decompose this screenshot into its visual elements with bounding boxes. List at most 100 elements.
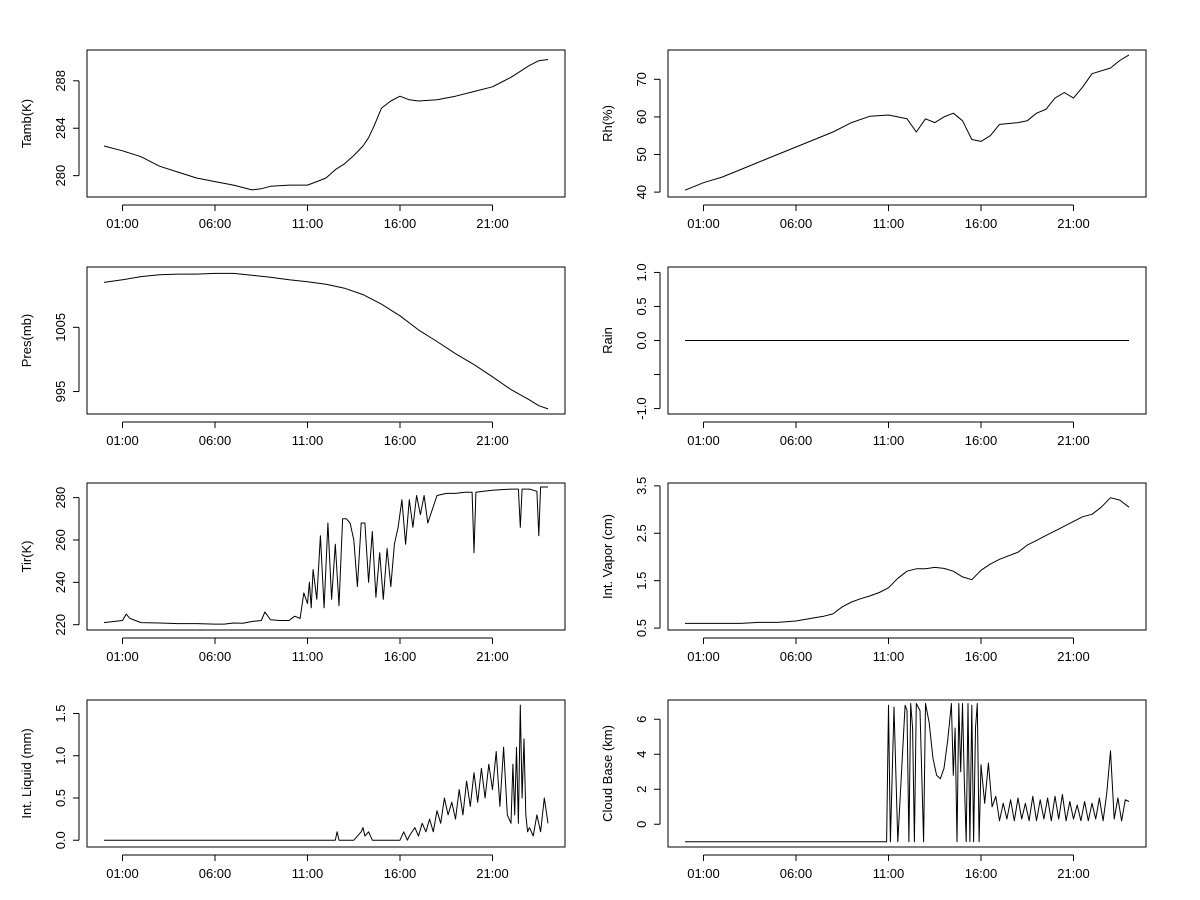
y-tick-label: 280: [53, 165, 68, 187]
plot-frame: [667, 699, 1147, 848]
series-line-vapor: [685, 497, 1130, 624]
y-tick-label: 1.0: [634, 263, 649, 281]
y-tick-label: 0: [634, 821, 649, 828]
panel-tir-k: 01:00 06:00 11:00 16:00 21:00 220 240 260 280 Tir…: [19, 482, 566, 664]
x-tick-label: 11:00: [873, 649, 905, 664]
plot-frame: [86, 49, 566, 198]
panel-rain: 01:00 06:00 11:00 16:00 21:00 -1.0 0.0 0.5 1.0 Ra…: [600, 263, 1147, 448]
y-axis-title: Rain: [600, 327, 615, 354]
series-line-cloudbase: [685, 703, 1130, 843]
x-tick-label: 21:00: [476, 649, 509, 664]
x-tick-label: 21:00: [1057, 866, 1090, 881]
x-tick-label: 06:00: [780, 216, 813, 231]
panel-pres-mb: 01:00 06:00 11:00 16:00 21:00 995 1005 Pres(mb): [19, 266, 566, 448]
y-tick-label: 220: [53, 614, 68, 636]
x-tick-label: 21:00: [1057, 649, 1090, 664]
y-tick-label: 1.5: [634, 572, 649, 590]
y-tick-label: 1.5: [53, 704, 68, 722]
y-axis-title: Cloud Base (km): [600, 725, 615, 822]
x-tick-label: 16:00: [965, 866, 998, 881]
plot-frame: [86, 266, 566, 415]
x-tick-label: 11:00: [292, 216, 324, 231]
x-tick-label: 06:00: [780, 649, 813, 664]
x-tick-label: 11:00: [873, 216, 905, 231]
x-tick-label: 16:00: [965, 216, 998, 231]
y-tick-label: 0.0: [634, 331, 649, 349]
x-tick-label: 01:00: [687, 866, 720, 881]
y-tick-label: 1.0: [53, 747, 68, 765]
plot-frame: [667, 49, 1147, 198]
x-tick-label: 11:00: [873, 433, 905, 448]
y-tick-label: 284: [53, 117, 68, 139]
x-tick-label: 01:00: [687, 649, 720, 664]
y-tick-label: 995: [53, 381, 68, 403]
y-tick-label: 6: [634, 716, 649, 723]
plot-frame: [667, 482, 1147, 631]
y-tick-label: 260: [53, 529, 68, 551]
x-tick-label: 06:00: [199, 216, 232, 231]
x-tick-label: 06:00: [199, 649, 232, 664]
x-tick-label: 06:00: [199, 866, 232, 881]
y-tick-label: 0.5: [53, 789, 68, 807]
x-tick-label: 21:00: [476, 866, 509, 881]
x-tick-label: 06:00: [780, 433, 813, 448]
y-tick-label: 70: [634, 72, 649, 86]
y-axis-title: Tamb(K): [19, 99, 34, 148]
x-tick-label: 01:00: [106, 866, 139, 881]
series-line-pres: [103, 272, 549, 410]
plot-frame: [667, 266, 1147, 415]
panel-int-vapor-cm: 01:00 06:00 11:00 16:00 21:00 0.5 1.5 2.5 3.5 Int…: [600, 477, 1147, 664]
y-axis-title: Int. Vapor (cm): [600, 514, 615, 599]
x-tick-label: 06:00: [199, 433, 232, 448]
x-tick-label: 01:00: [106, 433, 139, 448]
x-tick-label: 01:00: [106, 216, 139, 231]
x-tick-label: 16:00: [384, 433, 417, 448]
panel-tamb-k: 01:00 06:00 11:00 16:00 21:00 280 284 288 Tamb(K…: [19, 49, 566, 231]
x-tick-label: 11:00: [292, 649, 324, 664]
x-tick-label: 01:00: [106, 649, 139, 664]
x-tick-label: 16:00: [384, 649, 417, 664]
y-tick-label: 3.5: [634, 477, 649, 495]
x-tick-label: 01:00: [687, 433, 720, 448]
x-tick-label: 21:00: [1057, 433, 1090, 448]
x-tick-label: 21:00: [1057, 216, 1090, 231]
x-tick-label: 11:00: [873, 866, 905, 881]
panel-rh: 01:00 06:00 11:00 16:00 21:00 40 50 60 70 Rh(%): [600, 49, 1147, 231]
x-tick-label: 16:00: [384, 216, 417, 231]
y-tick-label: 2.5: [634, 524, 649, 542]
y-tick-label: 288: [53, 70, 68, 92]
y-tick-label: 4: [634, 751, 649, 758]
series-line-tamb: [103, 59, 549, 191]
x-tick-label: 16:00: [965, 433, 998, 448]
y-tick-label: 1005: [53, 313, 68, 342]
x-tick-label: 11:00: [292, 433, 324, 448]
y-tick-label: 0.0: [53, 831, 68, 849]
panel-int-liquid-mm: 01:00 06:00 11:00 16:00 21:00 0.0 0.5 1.0 1.5 Int…: [19, 699, 566, 881]
y-axis-title: Tir(K): [19, 540, 34, 572]
x-tick-label: 16:00: [965, 649, 998, 664]
x-tick-label: 06:00: [780, 866, 813, 881]
x-tick-label: 21:00: [476, 433, 509, 448]
panel-cloud-base-km: 01:00 06:00 11:00 16:00 21:00 0 2 4 6 Cloud Base …: [600, 699, 1147, 881]
series-line-tir: [103, 486, 548, 625]
x-tick-label: 16:00: [384, 866, 417, 881]
y-axis-title: Rh(%): [600, 105, 615, 142]
y-tick-label: 2: [634, 786, 649, 793]
y-tick-label: 0.5: [634, 297, 649, 315]
x-tick-label: 21:00: [476, 216, 509, 231]
x-tick-label: 11:00: [292, 866, 324, 881]
y-tick-label: 0.5: [634, 619, 649, 637]
plot-frame: [86, 699, 566, 848]
y-tick-label: -1.0: [634, 397, 649, 419]
y-tick-label: 280: [53, 487, 68, 509]
y-tick-label: 50: [634, 147, 649, 161]
y-tick-label: 40: [634, 185, 649, 199]
series-line-liquid: [104, 704, 549, 841]
x-tick-label: 01:00: [687, 216, 720, 231]
plot-frame: [86, 482, 566, 631]
y-tick-label: 60: [634, 110, 649, 124]
y-tick-label: 240: [53, 571, 68, 593]
series-line-rh: [684, 54, 1130, 191]
